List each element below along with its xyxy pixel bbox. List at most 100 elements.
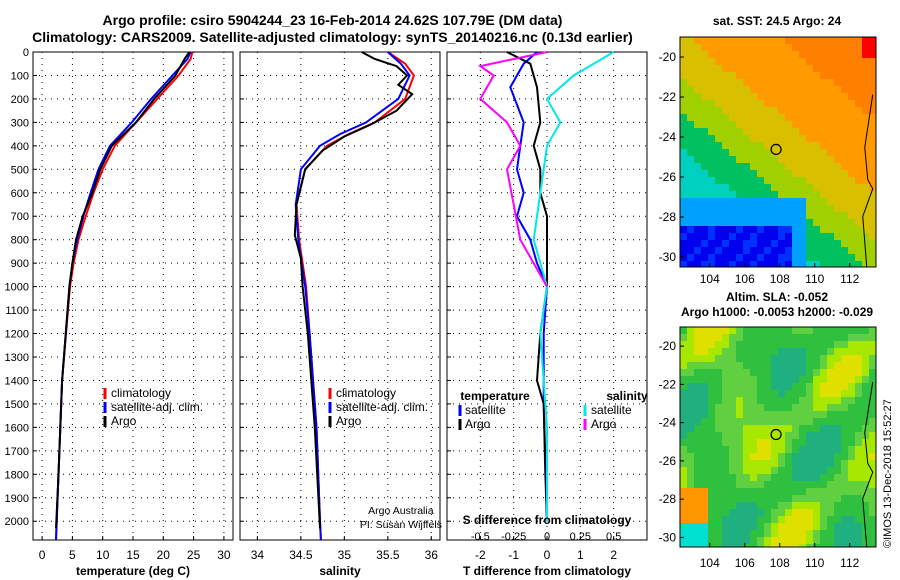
map-cell [841,254,848,261]
map-cell [750,446,757,453]
map-cell [834,184,841,191]
map-cell [834,383,841,390]
map-cell [757,51,764,58]
map-cell [750,93,757,100]
y-tick-label: 1900 [5,493,29,505]
map-cell [862,404,869,411]
map-cell [736,135,743,142]
map-cell [694,100,701,107]
map-cell [701,453,708,460]
map-cell [862,411,869,418]
map-cell [862,502,869,509]
map-cell [701,467,708,474]
map-cell [827,65,834,72]
map-cell [827,198,834,205]
y-tick-label: 1000 [5,282,29,294]
map-cell [680,247,687,254]
map-cell [750,163,757,170]
map-cell [715,355,722,362]
map-cell [729,114,736,121]
map-cell [834,37,841,44]
map-cell [785,439,792,446]
map-cell [785,334,792,341]
map-cell [827,481,834,488]
map-cell [806,544,813,547]
map-cell [722,205,729,212]
map-cell [743,376,750,383]
map-cell [827,397,834,404]
map-cell [694,198,701,205]
map-cell [722,51,729,58]
map-cell [869,495,876,502]
map-cell [848,369,855,376]
map-cell [764,226,771,233]
map-cell [757,523,764,530]
map-cell [785,170,792,177]
map-cell [757,219,764,226]
map-cell [848,163,855,170]
map-cell [862,537,869,544]
map-cell [778,261,785,267]
map-cell [848,348,855,355]
map-cell [827,135,834,142]
map-cell [708,495,715,502]
map-cell [820,432,827,439]
map-cell [771,170,778,177]
map-cell [764,523,771,530]
map-cell [799,390,806,397]
map-cell [750,121,757,128]
map-cell [743,530,750,537]
map-cell [715,453,722,460]
map-cell [813,37,820,44]
map-cell [813,128,820,135]
map-cell [820,93,827,100]
map-cell [813,523,820,530]
map-cell [841,261,848,267]
map-cell [827,149,834,156]
map-cell [764,135,771,142]
map-cell [827,86,834,93]
map-cell [855,383,862,390]
y-tick-label: 1800 [5,469,29,481]
map-cell [785,205,792,212]
map-cell [869,453,876,460]
map-cell [792,135,799,142]
map-cell [785,390,792,397]
y-tick-label: 300 [11,117,29,129]
map-cell [869,170,876,177]
map-cell [834,58,841,65]
map-cell [701,502,708,509]
map-cell [687,327,694,334]
map-cell [834,219,841,226]
map-cell [694,65,701,72]
map-cell [694,544,701,547]
map-cell [701,397,708,404]
map-cell [848,156,855,163]
map-cell [792,212,799,219]
map-cell [750,453,757,460]
map-cell [820,240,827,247]
map-cell [848,460,855,467]
map-cell [764,439,771,446]
map-cell [715,530,722,537]
map-cell [722,481,729,488]
map-cell [799,502,806,509]
map-cell [715,474,722,481]
map-cell [841,383,848,390]
map-cell [694,355,701,362]
map-cell [750,418,757,425]
map-cell [855,397,862,404]
map-cell [764,121,771,128]
map-cell [771,327,778,334]
map-cell [687,114,694,121]
map-cell [764,107,771,114]
map-cell [778,177,785,184]
map-cell [701,114,708,121]
map-cell [715,446,722,453]
x-tick-label: 34 [251,548,265,562]
map-cell [778,170,785,177]
map-cell [764,390,771,397]
map-cell [743,432,750,439]
map-cell [701,177,708,184]
